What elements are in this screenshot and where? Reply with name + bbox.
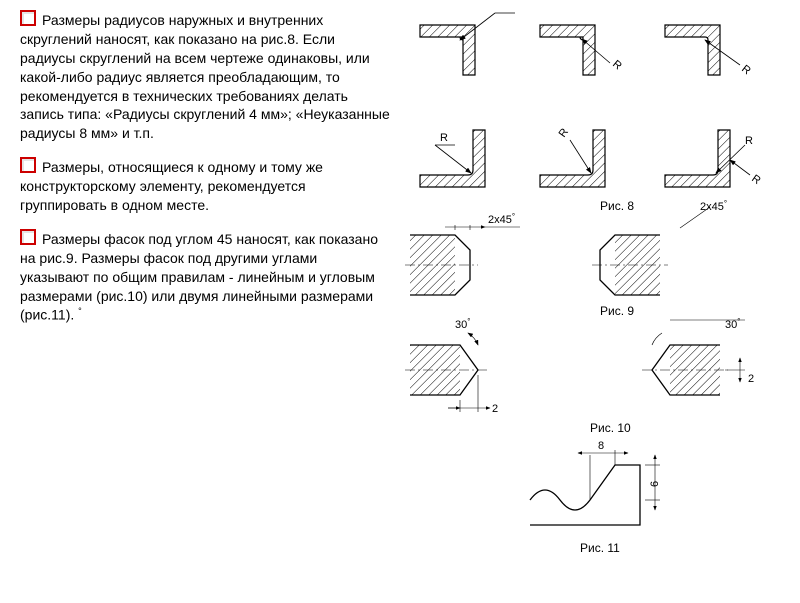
svg-text:8: 8 <box>598 440 604 452</box>
caption-fig9: Рис. 9 <box>600 304 634 318</box>
svg-text:R: R <box>749 173 762 187</box>
svg-text:R: R <box>440 132 448 144</box>
text-column: Размеры радиусов наружных и внутренних с… <box>20 10 400 593</box>
fig10: 30° 2 30° 2 <box>405 317 754 415</box>
bullet-icon <box>20 229 36 245</box>
fig11: 8 6 <box>530 440 661 525</box>
svg-text:2: 2 <box>492 403 498 415</box>
paragraph-text: Размеры радиусов наружных и внутренних с… <box>20 12 390 141</box>
svg-text:R: R <box>739 63 753 77</box>
fig9: 2х45° <box>405 207 710 295</box>
figures-svg: R R R <box>400 10 780 590</box>
caption-fig10: Рис. 10 <box>590 421 631 435</box>
svg-text:R: R <box>557 126 571 139</box>
svg-text:2х45°: 2х45° <box>488 212 515 226</box>
svg-text:R: R <box>610 58 624 72</box>
bullet-icon <box>20 10 36 26</box>
paragraph-text: Размеры фасок под углом 45 наносят, как … <box>20 231 378 323</box>
svg-text:R: R <box>500 10 508 13</box>
caption-fig11: Рис. 11 <box>580 541 620 555</box>
svg-text:2: 2 <box>748 373 754 385</box>
bullet-icon <box>20 157 36 173</box>
paragraph-2: Размеры, относящиеся к одному и тому же … <box>20 157 390 215</box>
fig8-row2: R R R R <box>420 126 763 187</box>
caption-fig8: Рис. 8 <box>600 199 634 213</box>
paragraph-1: Размеры радиусов наружных и внутренних с… <box>20 10 390 143</box>
fig8-row1: R R R <box>420 10 753 77</box>
svg-text:30°: 30° <box>725 317 740 331</box>
paragraph-3: Размеры фасок под углом 45 наносят, как … <box>20 229 390 325</box>
paragraph-text: Размеры, относящиеся к одному и тому же … <box>20 159 323 213</box>
svg-text:6: 6 <box>649 481 661 487</box>
svg-text:R: R <box>745 135 753 147</box>
svg-text:30°: 30° <box>455 317 470 331</box>
figures-column: R R R <box>400 10 780 593</box>
